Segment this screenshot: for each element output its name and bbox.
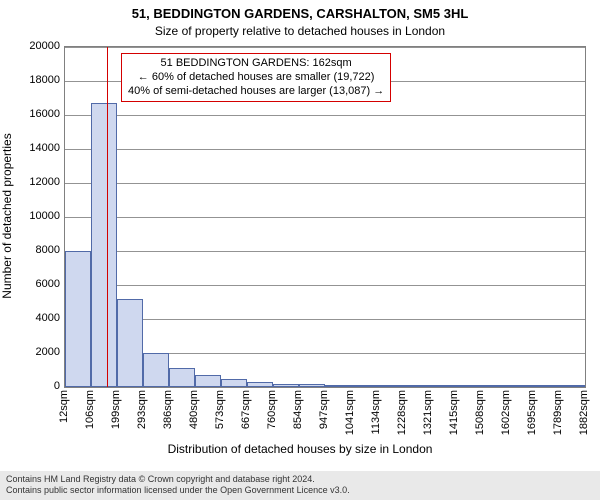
x-tick-label: 480sqm (188, 390, 200, 429)
x-tick-label: 1134sqm (370, 390, 382, 434)
histogram-bar (65, 251, 91, 387)
x-tick-label: 106sqm (84, 390, 96, 429)
y-tick-label: 12000 (4, 176, 60, 188)
x-tick-label: 854sqm (292, 390, 304, 429)
y-tick-label: 6000 (4, 278, 60, 290)
x-tick-label: 1602sqm (500, 390, 512, 435)
histogram-bar (481, 385, 507, 387)
histogram-bar (533, 385, 559, 387)
footer-line2: Contains public sector information licen… (6, 485, 594, 496)
histogram-bar (299, 384, 325, 387)
annotation-line2: ← 60% of detached houses are smaller (19… (128, 71, 384, 85)
y-tick-label: 16000 (4, 108, 60, 120)
y-tick-label: 0 (4, 380, 60, 392)
x-tick-label: 1415sqm (448, 390, 460, 435)
histogram-bar (169, 368, 195, 387)
y-gridline (65, 319, 585, 320)
histogram-bar (403, 385, 429, 387)
x-tick-label: 1882sqm (578, 390, 590, 435)
x-tick-label: 1789sqm (552, 390, 564, 435)
x-tick-label: 1508sqm (474, 390, 486, 435)
x-tick-label: 386sqm (162, 390, 174, 429)
histogram-bar (351, 385, 377, 387)
histogram-bar (377, 385, 403, 387)
annotation-box: 51 BEDDINGTON GARDENS: 162sqm ← 60% of d… (121, 53, 391, 102)
chart-title-line1: 51, BEDDINGTON GARDENS, CARSHALTON, SM5 … (0, 6, 600, 21)
footer-line1: Contains HM Land Registry data © Crown c… (6, 474, 594, 485)
histogram-bar (91, 103, 117, 387)
x-tick-label: 293sqm (136, 390, 148, 429)
histogram-bar (221, 379, 247, 387)
histogram-bar (143, 353, 169, 387)
annotation-line3: 40% of semi-detached houses are larger (… (128, 85, 384, 99)
x-tick-label: 1321sqm (422, 390, 434, 435)
y-gridline (65, 217, 585, 218)
plot-area: 51 BEDDINGTON GARDENS: 162sqm ← 60% of d… (64, 46, 586, 388)
histogram-bar (455, 385, 481, 387)
x-tick-label: 573sqm (214, 390, 226, 429)
property-size-marker (107, 47, 108, 387)
histogram-bar (247, 382, 273, 387)
histogram-bar (429, 385, 455, 387)
x-tick-label: 1695sqm (526, 390, 538, 435)
chart-title-line2: Size of property relative to detached ho… (0, 24, 600, 38)
x-tick-label: 1228sqm (396, 390, 408, 435)
x-axis-title: Distribution of detached houses by size … (0, 442, 600, 456)
y-gridline (65, 115, 585, 116)
chart-container: 51, BEDDINGTON GARDENS, CARSHALTON, SM5 … (0, 0, 600, 500)
x-tick-label: 1041sqm (344, 390, 356, 435)
y-gridline (65, 149, 585, 150)
histogram-bar (273, 384, 299, 387)
y-gridline (65, 47, 585, 48)
y-gridline (65, 251, 585, 252)
x-tick-label: 947sqm (318, 390, 330, 429)
y-gridline (65, 285, 585, 286)
histogram-bar (559, 385, 585, 387)
y-tick-label: 8000 (4, 244, 60, 256)
histogram-bar (325, 385, 351, 387)
attribution-footer: Contains HM Land Registry data © Crown c… (0, 471, 600, 500)
y-tick-label: 14000 (4, 142, 60, 154)
y-tick-label: 4000 (4, 312, 60, 324)
histogram-bar (507, 385, 533, 387)
histogram-bar (117, 299, 143, 387)
y-tick-label: 18000 (4, 74, 60, 86)
x-tick-label: 667sqm (240, 390, 252, 429)
y-tick-label: 20000 (4, 40, 60, 52)
annotation-line1: 51 BEDDINGTON GARDENS: 162sqm (128, 57, 384, 71)
x-tick-label: 12sqm (58, 390, 70, 423)
y-gridline (65, 183, 585, 184)
x-tick-label: 199sqm (110, 390, 122, 429)
y-tick-label: 2000 (4, 346, 60, 358)
y-tick-label: 10000 (4, 210, 60, 222)
histogram-bar (195, 375, 221, 387)
x-tick-label: 760sqm (266, 390, 278, 429)
